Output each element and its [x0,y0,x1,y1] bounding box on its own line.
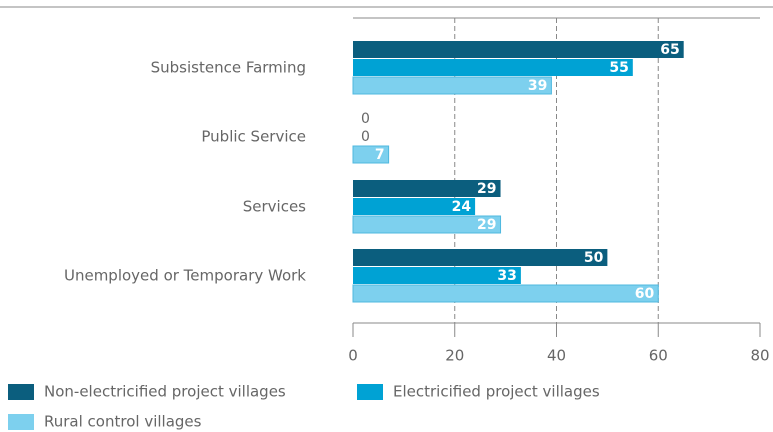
bar [353,249,608,266]
legend-label: Rural control villages [44,413,202,431]
value-label: 65 [660,42,679,58]
value-label: 50 [584,250,604,266]
y-tick-label: Services [243,198,306,216]
value-label: 0 [361,129,370,145]
value-label: 24 [452,199,472,215]
value-label: 29 [477,217,496,233]
bar [352,284,659,303]
x-tick-label: 80 [750,347,769,365]
legend-label: Electricified project villages [393,383,600,401]
bar [353,267,521,284]
value-label: 33 [497,268,516,284]
bar [352,145,390,164]
x-tick-label: 40 [547,347,566,365]
value-label: 39 [528,78,547,94]
bar [353,198,476,215]
bar [353,180,501,197]
y-tick-label: Subsistence Farming [151,59,306,77]
x-tick-label: 0 [348,347,358,365]
bar [352,215,502,234]
y-tick-label: Public Service [201,128,306,146]
x-tick-label: 20 [445,347,464,365]
legend-label: Non-electricified project villages [44,383,286,401]
value-label: 7 [375,147,385,163]
legend-swatch [8,384,34,400]
y-tick-label: Unemployed or Temporary Work [64,267,306,285]
value-label: 55 [609,60,628,76]
bar [353,59,633,76]
value-label: 60 [635,286,655,302]
bar [352,76,552,95]
legend-swatch [8,414,34,430]
bar [353,41,684,58]
legend-swatch [357,384,383,400]
value-label: 0 [361,111,370,127]
value-label: 29 [477,181,496,197]
x-tick-label: 60 [649,347,668,365]
